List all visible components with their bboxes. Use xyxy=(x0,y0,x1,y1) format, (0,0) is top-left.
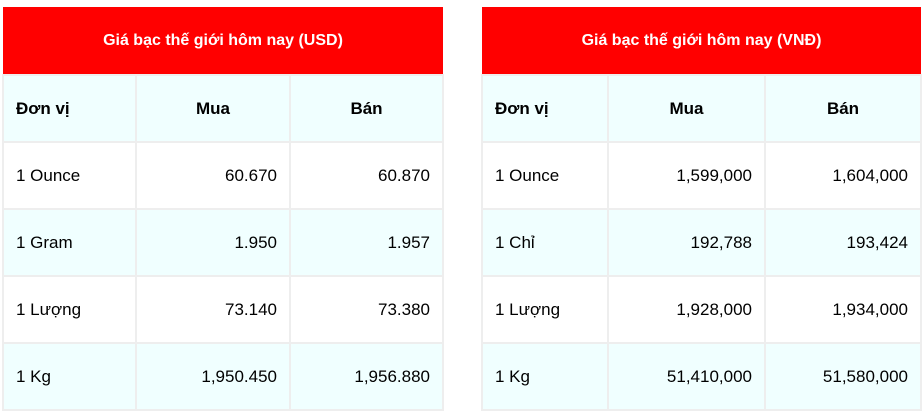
buy-price-cell: 1,928,000 xyxy=(607,275,766,344)
buy-price-cell: 192,788 xyxy=(607,208,766,277)
column-header-unit: Đơn vị xyxy=(2,74,137,143)
table-row: 1 Kg 51,410,000 51,580,000 xyxy=(481,342,922,411)
unit-cell: 1 Ounce xyxy=(2,141,137,210)
sell-price-cell: 73.380 xyxy=(289,275,444,344)
unit-cell: 1 Kg xyxy=(481,342,609,411)
usd-table-title: Giá bạc thế giới hôm nay (USD) xyxy=(3,7,443,75)
sell-price-cell: 1.957 xyxy=(289,208,444,277)
table-row: 1 Lượng 73.140 73.380 xyxy=(2,275,444,344)
vnd-price-table: Giá bạc thế giới hôm nay (VNĐ) Đơn vị Mu… xyxy=(481,7,922,411)
buy-price-cell: 1,950.450 xyxy=(135,342,291,411)
unit-cell: 1 Lượng xyxy=(2,275,137,344)
unit-cell: 1 Chỉ xyxy=(481,208,609,277)
unit-cell: 1 Kg xyxy=(2,342,137,411)
buy-price-cell: 60.670 xyxy=(135,141,291,210)
table-row: 1 Gram 1.950 1.957 xyxy=(2,208,444,277)
sell-price-cell: 1,604,000 xyxy=(764,141,922,210)
column-header-sell: Bán xyxy=(764,74,922,143)
unit-cell: 1 Gram xyxy=(2,208,137,277)
table-row: 1 Kg 1,950.450 1,956.880 xyxy=(2,342,444,411)
table-row: 1 Chỉ 192,788 193,424 xyxy=(481,208,922,277)
column-header-buy: Mua xyxy=(135,74,291,143)
unit-cell: 1 Lượng xyxy=(481,275,609,344)
sell-price-cell: 51,580,000 xyxy=(764,342,922,411)
sell-price-cell: 60.870 xyxy=(289,141,444,210)
buy-price-cell: 1,599,000 xyxy=(607,141,766,210)
sell-price-cell: 193,424 xyxy=(764,208,922,277)
table-row: 1 Lượng 1,928,000 1,934,000 xyxy=(481,275,922,344)
buy-price-cell: 51,410,000 xyxy=(607,342,766,411)
unit-cell: 1 Ounce xyxy=(481,141,609,210)
column-header-buy: Mua xyxy=(607,74,766,143)
buy-price-cell: 1.950 xyxy=(135,208,291,277)
vnd-table-title: Giá bạc thế giới hôm nay (VNĐ) xyxy=(482,7,921,75)
column-header-unit: Đơn vị xyxy=(481,74,609,143)
sell-price-cell: 1,956.880 xyxy=(289,342,444,411)
buy-price-cell: 73.140 xyxy=(135,275,291,344)
table-row: 1 Ounce 1,599,000 1,604,000 xyxy=(481,141,922,210)
table-row: 1 Ounce 60.670 60.870 xyxy=(2,141,444,210)
column-header-sell: Bán xyxy=(289,74,444,143)
sell-price-cell: 1,934,000 xyxy=(764,275,922,344)
usd-price-table: Giá bạc thế giới hôm nay (USD) Đơn vị Mu… xyxy=(2,7,444,411)
